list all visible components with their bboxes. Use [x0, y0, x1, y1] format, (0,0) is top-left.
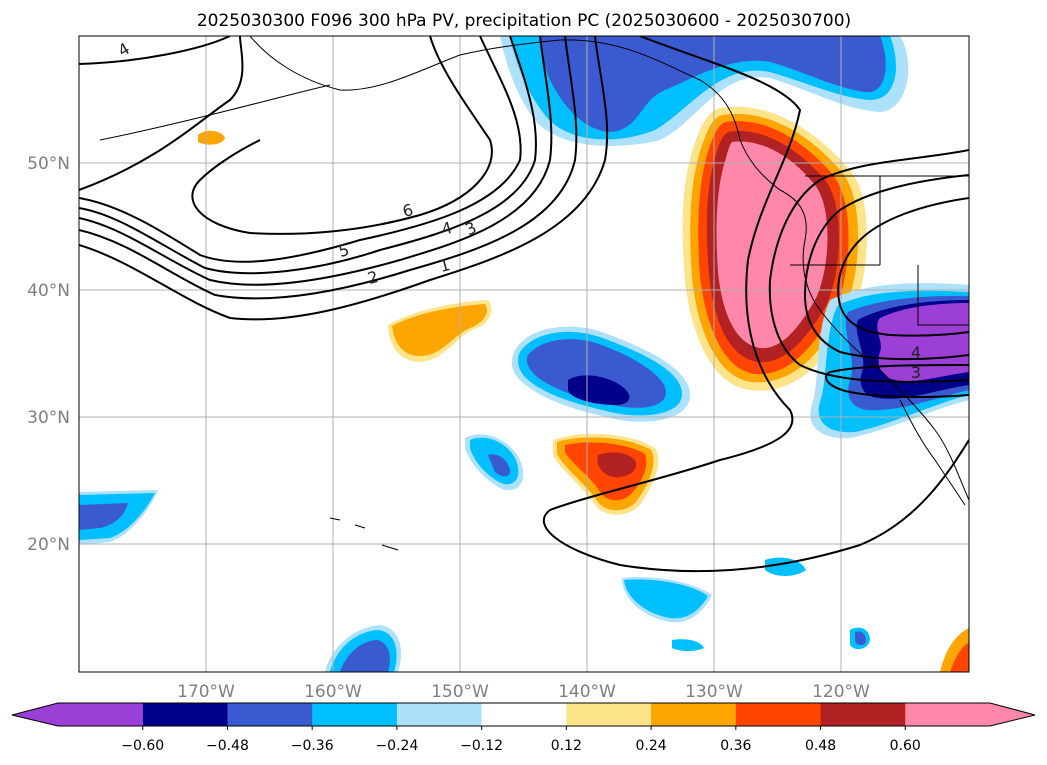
- colorbar-segment-5: [481, 703, 567, 726]
- pv-contour-coast-5: [825, 364, 969, 398]
- colorbar: −0.60 −0.48 −0.36 −0.24 −0.12 0.12 0.24 0.36 0.4…: [11, 702, 1036, 754]
- colorbar-tick-label-3: −0.24: [375, 738, 418, 754]
- precip-neg-south2: [672, 639, 704, 651]
- colorbar-tick-label-8: 0.48: [805, 738, 836, 754]
- lat-label-40n: 40°N: [27, 281, 70, 301]
- coast-aleutians: [99, 84, 331, 141]
- pv-label-4-sw: 4: [911, 343, 921, 362]
- lat-label-20n: 20°N: [27, 535, 70, 555]
- coast-hawaii: [329, 517, 399, 551]
- pv-contour-coast-3: [803, 174, 969, 361]
- precip-pos-coast-pink: [716, 141, 828, 349]
- lon-label-140w: 140°W: [558, 682, 616, 702]
- precip-pos-small-170w: [198, 130, 225, 145]
- gridlines: [79, 36, 969, 672]
- colorbar-tick-label-7: 0.36: [720, 738, 751, 754]
- precip-pos-se-corner-red: [950, 642, 969, 672]
- colorbar-segment-0: [12, 703, 143, 726]
- coast-baja: [899, 399, 966, 506]
- lat-label-30n: 30°N: [27, 408, 70, 428]
- pv-contour-4: [79, 36, 537, 275]
- chart-title: 2025030300 F096 300 hPa PV, precipitatio…: [197, 11, 851, 31]
- pv-label-2: 2: [365, 267, 380, 288]
- precip-neg-mid-navy: [568, 375, 630, 406]
- precip-neg-mid-core: [526, 339, 666, 408]
- colorbar-segment-1: [142, 703, 228, 726]
- lon-label-170w: 170°W: [177, 682, 235, 702]
- colorbar-segment-6: [566, 703, 652, 726]
- precip-neg-nw-core: [540, 36, 886, 132]
- colorbar-outline: [11, 702, 1036, 727]
- lon-labels: 170°W 160°W 150°W 140°W 130°W 120°W: [177, 682, 870, 702]
- precip-neg-25n-150w-core: [488, 454, 511, 477]
- lon-label-130w: 130°W: [685, 682, 743, 702]
- precip-fields: [79, 36, 969, 672]
- colorbar-segment-4: [396, 703, 483, 726]
- border-us: [790, 175, 969, 326]
- pv-contours: [79, 36, 969, 573]
- precip-neg-sw-purple: [877, 303, 969, 382]
- pv-label-3-sw: 3: [911, 363, 921, 382]
- pv-label-1: 1: [437, 255, 452, 276]
- coastlines: [99, 36, 969, 551]
- colorbar-tick-label-1: −0.48: [206, 738, 249, 754]
- colorbar-labels: −0.60 −0.48 −0.36 −0.24 −0.12 0.12 0.24 0.36 0.4…: [121, 726, 921, 754]
- lat-label-50n: 50°N: [27, 154, 70, 174]
- pv-contour-4-top: [79, 36, 231, 65]
- pv-label-5: 5: [336, 240, 351, 261]
- colorbar-tick-label-6: 0.24: [636, 738, 667, 754]
- pv-contour-5: [79, 36, 522, 263]
- lon-label-150w: 150°W: [431, 682, 489, 702]
- pv-label-6: 6: [400, 200, 415, 221]
- pv-contour-coast-4: [837, 197, 969, 337]
- colorbar-segment-7: [651, 703, 737, 726]
- colorbar-segment-2: [227, 703, 313, 726]
- lon-label-120w: 120°W: [812, 682, 870, 702]
- precip-neg-south: [624, 579, 708, 619]
- map-frame: [78, 35, 970, 673]
- pv-label-4: 4: [439, 218, 454, 239]
- pv-contour-2: [79, 36, 578, 300]
- colorbar-tick-label-5: 0.12: [551, 738, 582, 754]
- colorbar-tick-label-4: −0.12: [460, 738, 503, 754]
- lon-label-160w: 160°W: [304, 682, 362, 702]
- pv-contour-1: [79, 36, 609, 321]
- precip-neg-west-core: [79, 503, 128, 530]
- precip-pos-140w-brick: [597, 452, 637, 478]
- pv-contour-coast-2: [768, 149, 969, 383]
- colorbar-tick-label-0: −0.60: [121, 738, 164, 754]
- pv-contour-coast-1: [543, 36, 969, 573]
- precip-neg-bottom-core: [340, 640, 390, 672]
- precip-pos-150w: [392, 304, 487, 356]
- colorbar-segment-8: [735, 703, 822, 726]
- pv-contour-3: [79, 36, 553, 286]
- colorbar-tick-label-2: −0.36: [291, 738, 334, 754]
- lat-labels: 50°N 40°N 30°N 20°N: [27, 154, 70, 555]
- colorbar-segment-9: [820, 703, 906, 726]
- colorbar-segments: [12, 703, 1035, 726]
- map-content: 4 6 5 4 3 2 1 4 3: [79, 36, 969, 672]
- colorbar-segment-3: [312, 703, 398, 726]
- colorbar-segment-10: [905, 703, 1035, 726]
- coast-alaska: [249, 36, 969, 501]
- pv-contour-6: [79, 36, 493, 235]
- precip-neg-small-se-core: [855, 631, 866, 646]
- colorbar-tick-label-9: 0.60: [890, 738, 921, 754]
